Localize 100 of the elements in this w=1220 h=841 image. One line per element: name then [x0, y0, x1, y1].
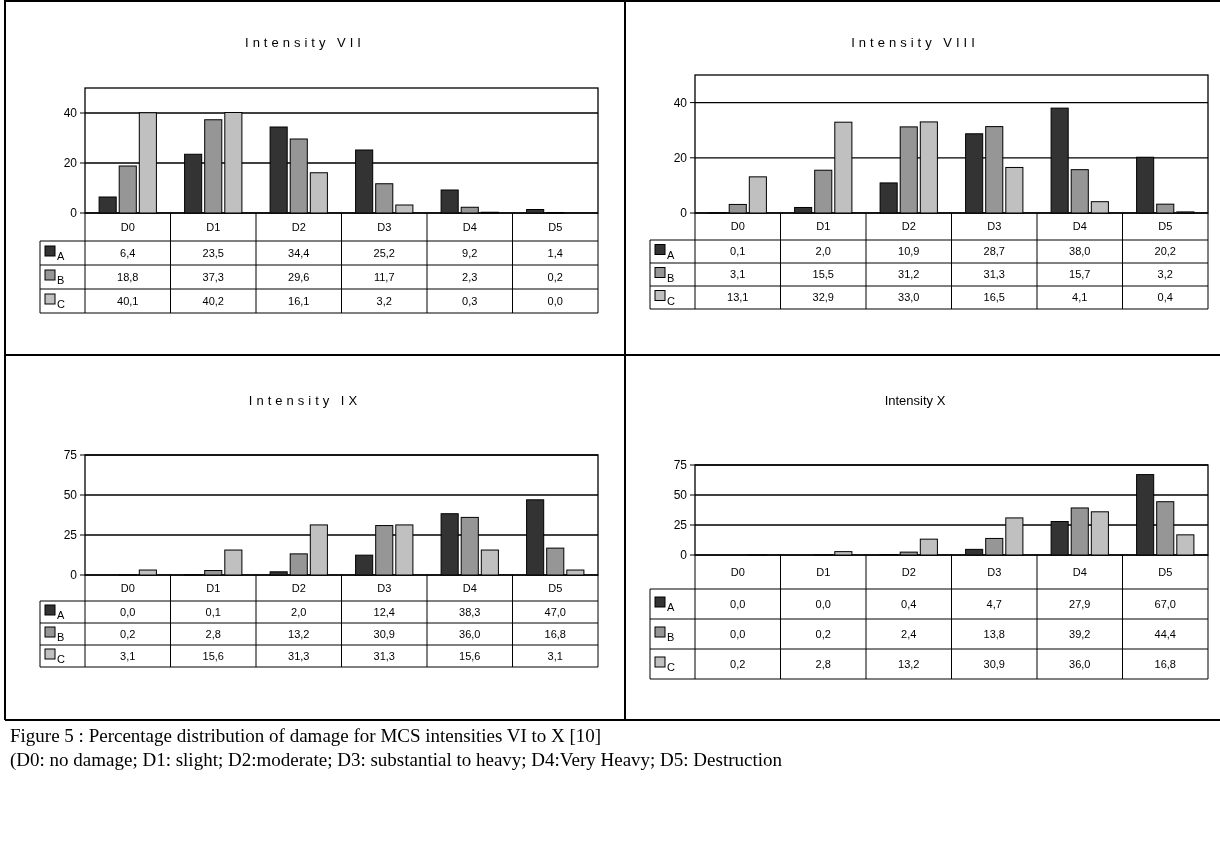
data-label: 40,1 — [117, 294, 139, 307]
y-tick-label: 20 — [673, 151, 688, 165]
legend-label: B — [667, 271, 675, 284]
x-tick-label: D1 — [206, 220, 221, 233]
x-tick-label: D1 — [206, 581, 221, 594]
data-label: 15,6 — [459, 649, 481, 662]
legend-label: A — [667, 248, 675, 261]
y-tick-label: 50 — [673, 488, 688, 503]
x-tick-label: D4 — [1072, 565, 1087, 578]
data-label: 2,8 — [205, 627, 221, 640]
legend-label: B — [667, 631, 675, 643]
data-label: 6,4 — [120, 246, 136, 259]
data-label: 13,2 — [898, 657, 920, 670]
data-label: 18,8 — [117, 270, 139, 283]
chart-title: Intensity X — [884, 393, 946, 408]
data-label: 3,1 — [120, 649, 136, 662]
y-tick-label: 40 — [63, 106, 78, 121]
caption: Figure 5 : Percentage distribution of damage for MCS intensities VI to X [10] — [10, 725, 602, 746]
data-label: 30,9 — [373, 627, 395, 640]
legend-label: A — [667, 601, 675, 613]
data-label: 0,0 — [730, 627, 746, 640]
x-tick-label: D1 — [816, 565, 831, 578]
data-label: 0,4 — [901, 597, 917, 610]
data-label: 39,2 — [1069, 627, 1091, 640]
y-tick-label: 20 — [63, 156, 78, 171]
y-tick-label: 75 — [63, 448, 78, 463]
data-label: 0,4 — [1157, 291, 1173, 304]
data-label: 25,2 — [373, 246, 395, 259]
y-tick-label: 25 — [673, 518, 688, 533]
y-tick-label: 40 — [673, 95, 688, 110]
legend-label: A — [57, 609, 65, 621]
x-tick-label: D1 — [816, 220, 831, 233]
data-label: 16,1 — [288, 294, 310, 307]
data-label: 30,9 — [983, 657, 1005, 670]
data-label: 13,1 — [727, 291, 749, 304]
x-tick-label: D2 — [291, 220, 306, 233]
legend-label: B — [57, 631, 65, 643]
data-label: 0,1 — [205, 605, 221, 618]
data-label: 2,0 — [815, 245, 831, 258]
data-label: 0,2 — [120, 627, 136, 640]
data-label: 3,2 — [1157, 268, 1173, 281]
x-tick-label: D0 — [730, 565, 745, 578]
x-tick-label: D5 — [1158, 220, 1173, 233]
data-label: 0,0 — [815, 597, 831, 610]
data-label: 4,1 — [1072, 291, 1088, 304]
data-label: 29,6 — [288, 270, 310, 283]
data-label: 67,0 — [1154, 597, 1176, 610]
data-label: 0,2 — [730, 657, 746, 670]
data-label: 4,7 — [986, 597, 1002, 610]
x-tick-label: D2 — [291, 581, 306, 594]
text: (D0: no damage; D1: slight; D2:moderate; D3: substantial to heavy; D4:Very Heavy; D5: Destruction — [10, 749, 783, 771]
data-label: 3,1 — [547, 649, 563, 662]
x-tick-label: D3 — [987, 565, 1002, 578]
data-label: 13,8 — [983, 627, 1005, 640]
data-label: 16,5 — [983, 291, 1005, 304]
data-label: 31,2 — [898, 268, 920, 281]
x-tick-label: D0 — [730, 220, 745, 233]
data-label: 0,1 — [730, 245, 746, 258]
data-label: 36,0 — [459, 627, 481, 640]
data-label: 12,4 — [373, 605, 395, 618]
legend-label: A — [57, 250, 65, 262]
x-tick-label: D2 — [901, 565, 916, 578]
chart-title: Intensity VIII — [851, 35, 979, 50]
data-label: 23,5 — [202, 246, 224, 259]
data-label: 34,4 — [288, 246, 310, 259]
data-label: 31,3 — [983, 268, 1005, 281]
y-tick-label: 75 — [673, 458, 688, 473]
x-tick-label: D3 — [377, 220, 392, 233]
data-label: 0,0 — [120, 605, 136, 618]
data-label: 2,4 — [901, 627, 917, 640]
legend-label: C — [667, 294, 675, 307]
legend-label: B — [57, 274, 65, 286]
x-tick-label: D4 — [462, 220, 477, 233]
y-tick-label: 0 — [70, 206, 78, 221]
data-label: 2,3 — [462, 270, 478, 283]
y-tick-label: 25 — [63, 528, 78, 543]
data-label: 31,3 — [373, 649, 395, 662]
x-tick-label: D4 — [1072, 220, 1087, 233]
data-label: 33,0 — [898, 291, 920, 304]
data-label: 16,8 — [1154, 657, 1176, 670]
x-tick-label: D0 — [120, 581, 135, 594]
data-label: 15,5 — [812, 268, 834, 281]
data-label: 40,2 — [202, 294, 224, 307]
data-label: 0,0 — [547, 294, 563, 307]
data-label: 38,3 — [459, 605, 481, 618]
x-tick-label: D2 — [901, 220, 916, 233]
x-tick-label: D5 — [548, 581, 563, 594]
data-label: 1,4 — [547, 246, 563, 259]
data-label: 0,2 — [815, 627, 831, 640]
data-label: 44,4 — [1154, 627, 1176, 640]
data-label: 2,8 — [815, 657, 831, 670]
x-tick-label: D5 — [548, 220, 563, 233]
x-tick-label: D5 — [1158, 565, 1173, 578]
data-label: 47,0 — [544, 605, 566, 618]
data-label: 13,2 — [288, 627, 310, 640]
legend-label: C — [57, 298, 65, 310]
data-label: 15,6 — [202, 649, 224, 662]
legend-label: C — [667, 661, 675, 673]
x-tick-label: D4 — [462, 581, 477, 594]
data-label: 15,7 — [1069, 268, 1091, 281]
